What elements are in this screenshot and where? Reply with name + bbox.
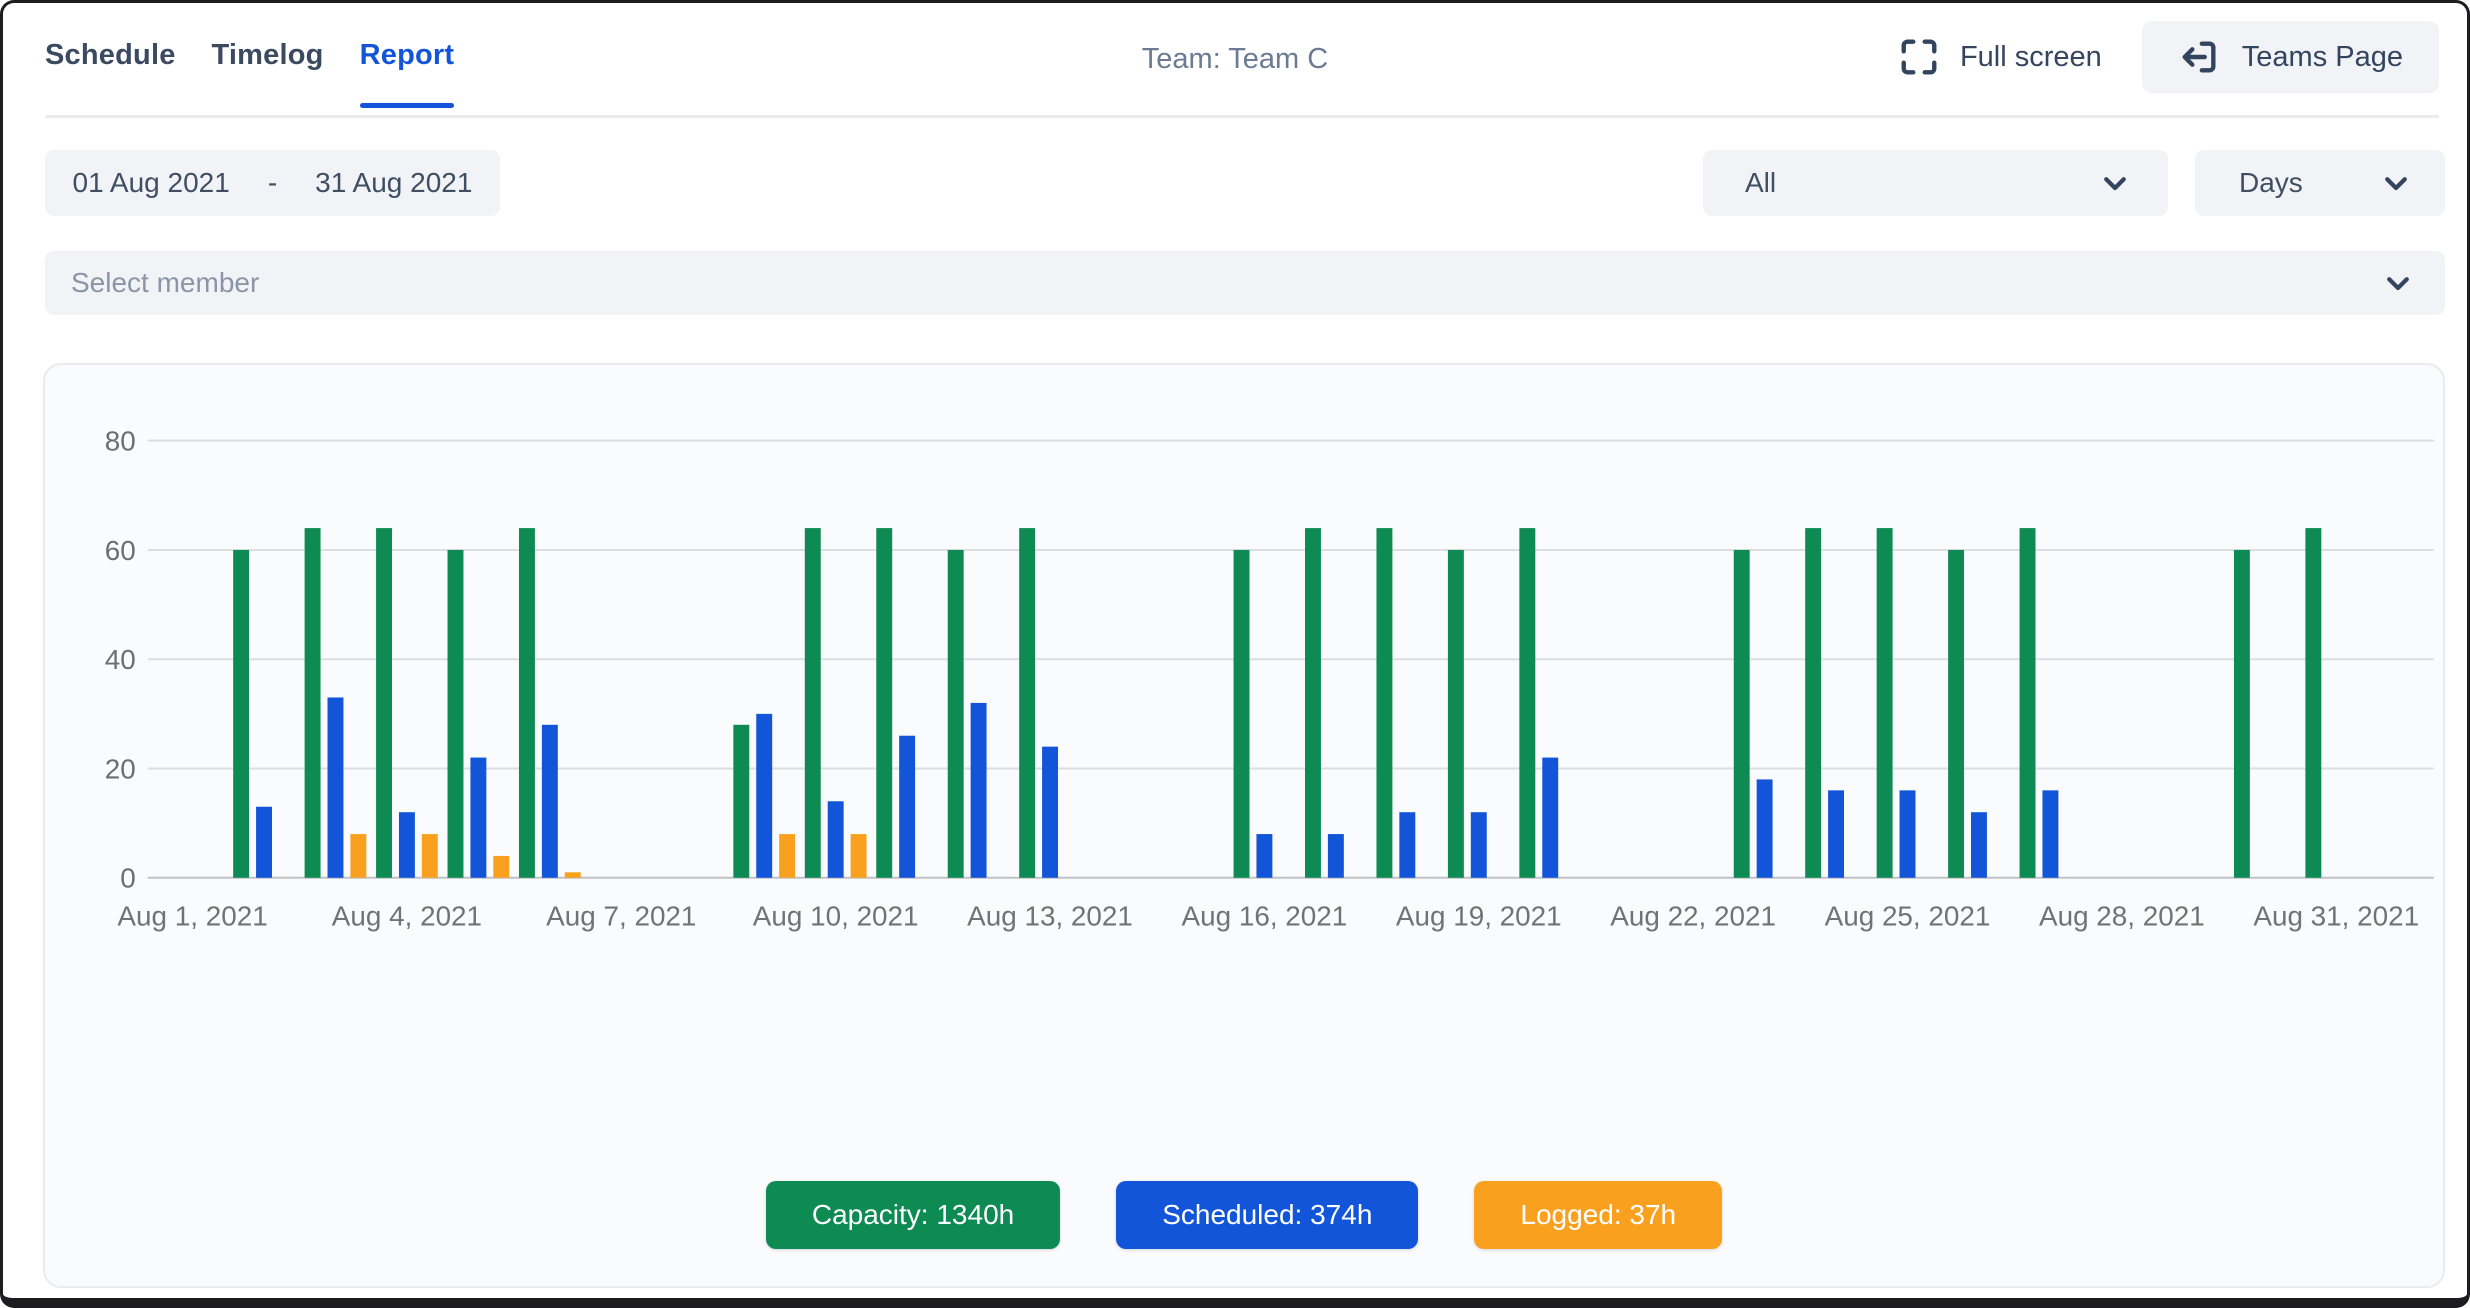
unit-select[interactable]: Days bbox=[2195, 150, 2445, 216]
capacity-chart-svg: 0 20 40 60 80 Aug 1, 2021 Aug 4, 2021 Aug 7, 20… bbox=[45, 365, 2443, 1286]
legend-capacity-button[interactable]: Capacity: 1340h bbox=[766, 1181, 1060, 1249]
unit-select-value: Days bbox=[2239, 167, 2303, 199]
fullscreen-button[interactable]: Full screen bbox=[1898, 36, 2102, 78]
app-window: Schedule Timelog Report Team: Team C Ful… bbox=[0, 0, 2470, 1308]
svg-text:60: 60 bbox=[105, 535, 136, 566]
date-range-end: 31 Aug 2021 bbox=[315, 167, 472, 199]
topbar-actions: Full screen Teams Page bbox=[1898, 21, 2439, 93]
member-select-placeholder: Select member bbox=[71, 267, 259, 299]
exit-to-teams-icon bbox=[2178, 36, 2220, 78]
tab-timelog[interactable]: Timelog bbox=[212, 39, 324, 108]
svg-text:Aug 1, 2021: Aug 1, 2021 bbox=[117, 901, 267, 932]
date-range-separator: - bbox=[268, 167, 277, 199]
svg-text:Aug 16, 2021: Aug 16, 2021 bbox=[1182, 901, 1348, 932]
date-range-start: 01 Aug 2021 bbox=[73, 167, 230, 199]
fullscreen-label: Full screen bbox=[1960, 41, 2102, 74]
svg-text:Aug 31, 2021: Aug 31, 2021 bbox=[2253, 901, 2419, 932]
svg-text:Aug 25, 2021: Aug 25, 2021 bbox=[1825, 901, 1991, 932]
fullscreen-icon bbox=[1898, 36, 1940, 78]
date-range-picker[interactable]: 01 Aug 2021 - 31 Aug 2021 bbox=[45, 150, 500, 216]
svg-text:40: 40 bbox=[105, 644, 136, 675]
chart-legend: Capacity: 1340h Scheduled: 374h Logged: … bbox=[45, 1181, 2443, 1249]
teams-page-label: Teams Page bbox=[2242, 41, 2403, 74]
svg-text:Aug 7, 2021: Aug 7, 2021 bbox=[546, 901, 696, 932]
teams-page-button[interactable]: Teams Page bbox=[2142, 21, 2439, 93]
svg-text:Aug 28, 2021: Aug 28, 2021 bbox=[2039, 901, 2205, 932]
svg-text:Aug 19, 2021: Aug 19, 2021 bbox=[1396, 901, 1562, 932]
svg-text:0: 0 bbox=[120, 863, 136, 894]
chevron-down-icon bbox=[2383, 268, 2413, 298]
legend-scheduled-button[interactable]: Scheduled: 374h bbox=[1116, 1181, 1418, 1249]
main-tabs: Schedule Timelog Report bbox=[45, 39, 454, 108]
chevron-down-icon bbox=[2100, 168, 2130, 198]
tab-report[interactable]: Report bbox=[360, 39, 455, 108]
svg-text:Aug 10, 2021: Aug 10, 2021 bbox=[753, 901, 919, 932]
chevron-down-icon bbox=[2381, 168, 2411, 198]
svg-text:Aug 13, 2021: Aug 13, 2021 bbox=[967, 901, 1133, 932]
report-chart-panel: 0 20 40 60 80 Aug 1, 2021 Aug 4, 2021 Aug 7, 20… bbox=[43, 363, 2445, 1288]
svg-text:Aug 22, 2021: Aug 22, 2021 bbox=[1610, 901, 1776, 932]
tab-schedule[interactable]: Schedule bbox=[45, 39, 176, 108]
scope-select[interactable]: All bbox=[1703, 150, 2168, 216]
svg-text:Aug 4, 2021: Aug 4, 2021 bbox=[332, 901, 482, 932]
scope-select-value: All bbox=[1745, 167, 1776, 199]
svg-text:80: 80 bbox=[105, 426, 136, 457]
page-title: Team: Team C bbox=[1142, 43, 1328, 76]
member-select[interactable]: Select member bbox=[45, 251, 2445, 315]
tabs-divider bbox=[45, 115, 2439, 118]
legend-logged-button[interactable]: Logged: 37h bbox=[1474, 1181, 1722, 1249]
svg-text:20: 20 bbox=[105, 753, 136, 784]
